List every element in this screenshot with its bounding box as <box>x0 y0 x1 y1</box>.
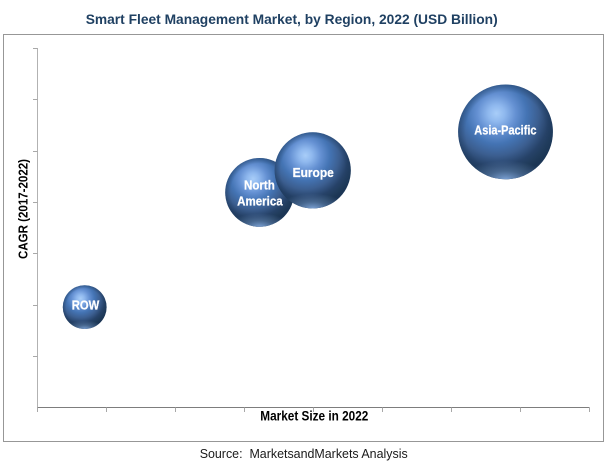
svg-text:Market Size in 2022: Market Size in 2022 <box>260 409 368 424</box>
svg-text:Europe: Europe <box>293 165 334 180</box>
svg-text:Source: MarketsandMarkets Ana: Source: MarketsandMarkets Analysis <box>200 446 408 461</box>
svg-text:Asia-Pacific: Asia-Pacific <box>474 123 536 138</box>
svg-text:CAGR (2017-2022): CAGR (2017-2022) <box>16 159 31 259</box>
svg-text:North: North <box>244 177 275 192</box>
svg-text:ROW: ROW <box>72 298 100 313</box>
svg-text:Smart Fleet Management Market,: Smart Fleet Management Market, by Region… <box>86 11 498 27</box>
svg-text:America: America <box>237 193 283 208</box>
